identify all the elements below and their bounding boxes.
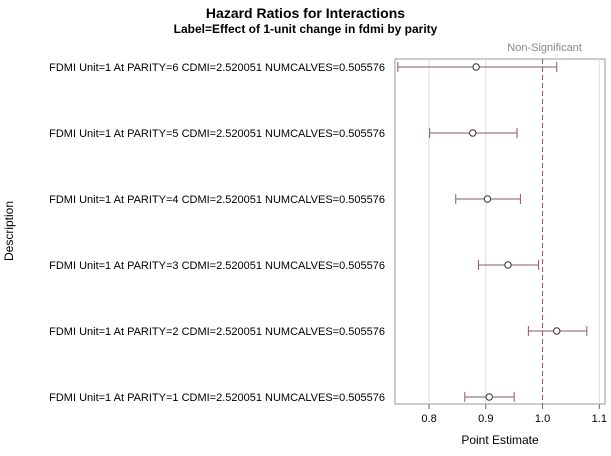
row-label: FDMI Unit=1 At PARITY=3 CDMI=2.520051 NU…: [49, 260, 385, 272]
y-axis-label: Description: [2, 201, 16, 261]
data-row: FDMI Unit=1 At PARITY=4 CDMI=2.520051 NU…: [49, 194, 521, 206]
point-estimate-marker: [504, 261, 512, 269]
series-layer: FDMI Unit=1 At PARITY=6 CDMI=2.520051 NU…: [49, 62, 588, 404]
row-label: FDMI Unit=1 At PARITY=4 CDMI=2.520051 NU…: [49, 194, 385, 206]
row-label: FDMI Unit=1 At PARITY=1 CDMI=2.520051 NU…: [49, 392, 385, 404]
row-label: FDMI Unit=1 At PARITY=5 CDMI=2.520051 NU…: [49, 128, 385, 140]
data-row: FDMI Unit=1 At PARITY=1 CDMI=2.520051 NU…: [49, 392, 515, 404]
row-label: FDMI Unit=1 At PARITY=6 CDMI=2.520051 NU…: [49, 62, 385, 74]
point-estimate-marker: [472, 63, 480, 71]
x-axis-label: Point Estimate: [461, 433, 539, 447]
reference-line-label: Non-Significant: [507, 42, 582, 54]
data-row: FDMI Unit=1 At PARITY=3 CDMI=2.520051 NU…: [49, 260, 540, 272]
x-tick-label: 0.8: [421, 413, 436, 425]
x-axis: 0.8 0.9 1.0 1.1: [421, 404, 607, 425]
point-estimate-marker: [553, 327, 561, 335]
x-tick-label: 1.1: [592, 413, 607, 425]
grid-layer: [428, 59, 600, 404]
data-row: FDMI Unit=1 At PARITY=5 CDMI=2.520051 NU…: [49, 128, 518, 140]
row-label: FDMI Unit=1 At PARITY=2 CDMI=2.520051 NU…: [49, 326, 385, 338]
data-row: FDMI Unit=1 At PARITY=6 CDMI=2.520051 NU…: [49, 62, 558, 74]
point-estimate-marker: [483, 195, 492, 203]
chart-subtitle: Label=Effect of 1-unit change in fdmi by…: [173, 22, 438, 36]
x-tick-label: 0.9: [478, 413, 493, 425]
x-tick-label: 1.0: [535, 413, 550, 425]
chart-title: Hazard Ratios for Interactions: [205, 5, 406, 21]
plot-frame: [394, 58, 606, 405]
data-row: FDMI Unit=1 At PARITY=2 CDMI=2.520051 NU…: [49, 326, 588, 338]
point-estimate-marker: [469, 129, 477, 137]
point-estimate-marker: [485, 393, 493, 401]
